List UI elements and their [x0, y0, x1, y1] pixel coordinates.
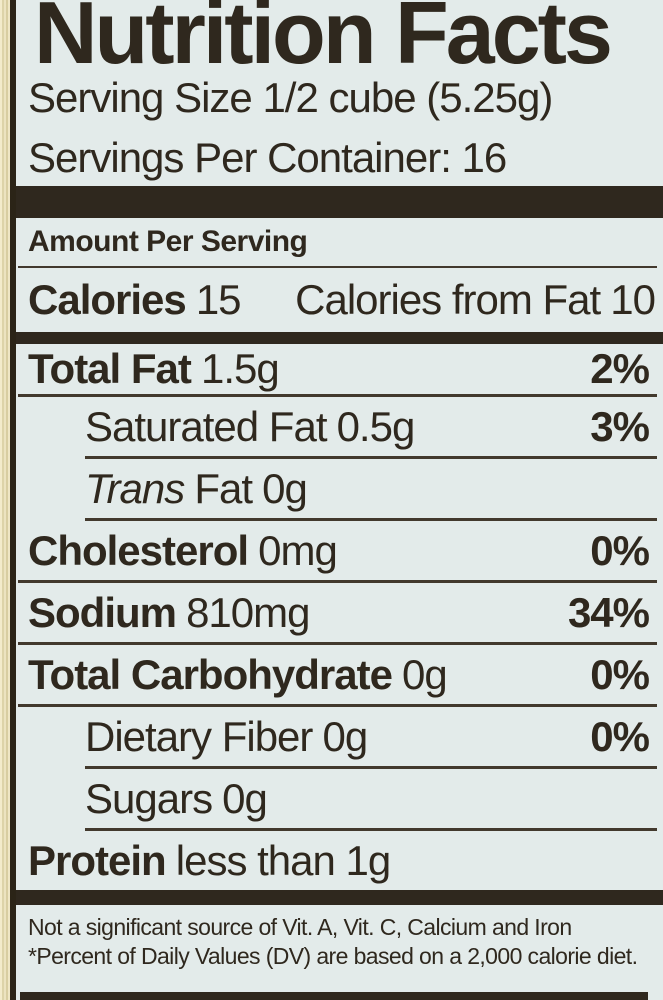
row-text: Dietary Fiber 0g: [85, 712, 368, 761]
row-text: Cholesterol 0mg: [28, 526, 338, 575]
calories-label: Calories: [28, 276, 187, 323]
nutrient-dv: 0%: [590, 712, 650, 760]
header-rule: [18, 266, 657, 268]
row-text: Protein less than 1g: [28, 836, 391, 885]
nutrient-row-protein: Protein less than 1g: [16, 831, 663, 890]
footnotes: Not a significant source of Vit. A, Vit.…: [16, 905, 663, 971]
calories-from-fat-value: 10: [610, 276, 656, 323]
medium-separator: [16, 332, 663, 344]
servings-per-container: Servings Per Container: 16: [28, 134, 507, 181]
row-divider-inset: [85, 456, 657, 459]
row-divider-inset: [85, 766, 657, 769]
footnote-daily-values: *Percent of Daily Values (DV) are based …: [28, 942, 638, 969]
nutrient-row-total-carbohydrate: Total Carbohydrate 0g 0%: [16, 645, 663, 704]
row-divider: [18, 704, 657, 707]
calories-from-fat: Calories from Fat 10: [295, 276, 656, 324]
nutrient-name: Saturated Fat: [85, 402, 327, 450]
nutrient-row-total-fat: Total Fat 1.5g 2%: [16, 344, 663, 394]
nutrient-name: Sugars: [85, 774, 213, 822]
row-text: Sugars 0g: [85, 774, 268, 823]
calories: Calories 15: [28, 276, 242, 324]
calories-value: 15: [195, 276, 242, 323]
nutrient-row-trans-fat: Trans Fat 0g: [16, 459, 663, 518]
nutrient-amount: less than 1g: [175, 836, 391, 884]
package-edge-strip: [0, 0, 10, 1000]
nutrient-row-sugars: Sugars 0g: [16, 769, 663, 828]
nutrient-name: Fat: [194, 464, 253, 512]
row-text: Total Carbohydrate 0g: [28, 650, 448, 699]
nutrient-amount: 0.5g: [336, 402, 416, 450]
nutrient-name: Total Fat: [28, 345, 192, 392]
label-bottom-border: [20, 992, 648, 1000]
nutrient-row-sodium: Sodium 810mg 34%: [16, 583, 663, 642]
row-divider: [18, 394, 657, 397]
nutrient-name: Total Carbohydrate: [28, 650, 393, 698]
nutrient-dv: 0%: [590, 650, 650, 698]
nutrient-amount: 1.5g: [200, 345, 280, 392]
row-divider: [18, 580, 657, 583]
nutrient-amount: 0g: [322, 712, 368, 760]
row-text: Saturated Fat 0.5g: [85, 402, 416, 451]
row-text: Trans Fat 0g: [85, 464, 308, 513]
footnote-significant-source: Not a significant source of Vit. A, Vit.…: [28, 914, 572, 940]
calories-from-fat-label: Calories from Fat: [295, 276, 601, 323]
nutrient-row-saturated-fat: Saturated Fat 0.5g 3%: [16, 397, 663, 456]
nutrient-row-cholesterol: Cholesterol 0mg 0%: [16, 521, 663, 580]
nutrient-name: Dietary Fiber: [85, 712, 313, 760]
row-divider-inset: [85, 828, 657, 831]
nutrient-name-italic: Trans: [85, 464, 185, 512]
nutrient-name: Protein: [28, 836, 167, 884]
nutrient-amount: 810mg: [186, 588, 310, 636]
serving-size: Serving Size 1/2 cube (5.25g): [28, 74, 553, 121]
label-title: Nutrition Facts: [34, 0, 613, 82]
row-divider-inset: [85, 518, 657, 521]
nutrient-amount: 0g: [402, 650, 448, 698]
nutrient-name: Cholesterol: [28, 526, 249, 574]
nutrient-dv: 3%: [590, 402, 650, 450]
thick-separator-bottom: [16, 890, 663, 905]
nutrient-row-dietary-fiber: Dietary Fiber 0g 0%: [16, 707, 663, 766]
nutrient-dv: 2%: [590, 345, 650, 392]
nutrition-facts-label: Nutrition Facts Serving Size 1/2 cube (5…: [10, 0, 663, 1000]
nutrient-amount: 0g: [262, 464, 308, 512]
nutrient-name: Sodium: [28, 588, 177, 636]
nutrient-dv: 34%: [567, 588, 650, 636]
nutrient-amount: 0g: [222, 774, 268, 822]
row-text: Sodium 810mg: [28, 588, 311, 637]
thick-separator-top: [16, 186, 663, 218]
nutrient-amount: 0mg: [258, 526, 338, 574]
nutrient-dv: 0%: [590, 526, 650, 574]
row-text: Total Fat 1.5g: [28, 345, 280, 393]
row-divider: [18, 642, 657, 645]
calories-row: Calories 15 Calories from Fat 10: [16, 268, 663, 332]
amount-per-serving-heading: Amount Per Serving: [28, 225, 308, 258]
